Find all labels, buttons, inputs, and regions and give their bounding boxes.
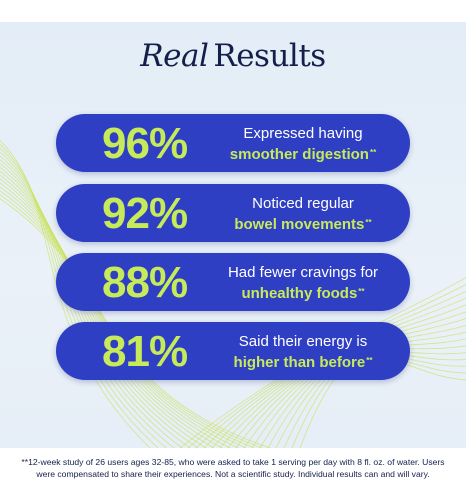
stat-percent: 92% <box>102 189 188 238</box>
stat-line1: Noticed regular <box>252 195 354 212</box>
stat-line2: smoother digestion** <box>208 143 398 164</box>
title-italic-word: Real <box>140 38 209 74</box>
stat-text: Had fewer cravings for unhealthy foods** <box>208 263 398 303</box>
stat-pill-1: 96% Expressed having smoother digestion*… <box>56 114 410 172</box>
wave-line <box>0 143 159 448</box>
stat-line2: higher than before** <box>208 351 398 372</box>
stat-pill-4: 81% Said their energy is higher than bef… <box>56 322 410 380</box>
footnote-mark: ** <box>369 148 377 157</box>
stat-line2-text: unhealthy foods <box>241 285 358 302</box>
stat-text: Noticed regular bowel movements** <box>208 194 398 234</box>
footnote: **12-week study of 26 users ages 32-85, … <box>21 457 445 479</box>
stat-line1: Had fewer cravings for <box>227 264 379 281</box>
wave-line <box>0 182 239 448</box>
footnote-mark: ** <box>365 218 372 227</box>
stat-pill-3: 88% Had fewer cravings for unhealthy foo… <box>56 253 410 311</box>
stat-percent: 88% <box>102 258 188 307</box>
stat-line2-text: bowel movements <box>234 216 365 233</box>
stat-text: Said their energy is higher than before*… <box>208 332 398 372</box>
title-word: Results <box>213 38 326 74</box>
wave-line <box>0 140 151 448</box>
stat-percent: 96% <box>102 119 188 168</box>
stat-percent: 81% <box>102 327 188 376</box>
stat-line2-text: smoother digestion <box>229 146 369 163</box>
stat-line2-text: higher than before <box>233 354 366 371</box>
stat-line2: unhealthy foods** <box>208 282 398 303</box>
footnote-mark: ** <box>358 287 365 296</box>
footnote-mark: ** <box>366 356 373 365</box>
stat-line1: Said their energy is <box>238 333 368 350</box>
wave-line <box>0 190 255 448</box>
stat-text: Expressed having smoother digestion** <box>208 124 398 164</box>
page-title: Real Results <box>0 38 466 74</box>
stat-pill-2: 92% Noticed regular bowel movements** <box>56 184 410 242</box>
stat-line1: Expressed having <box>243 125 363 142</box>
wave-line <box>0 186 247 448</box>
stat-line2: bowel movements** <box>208 213 398 234</box>
